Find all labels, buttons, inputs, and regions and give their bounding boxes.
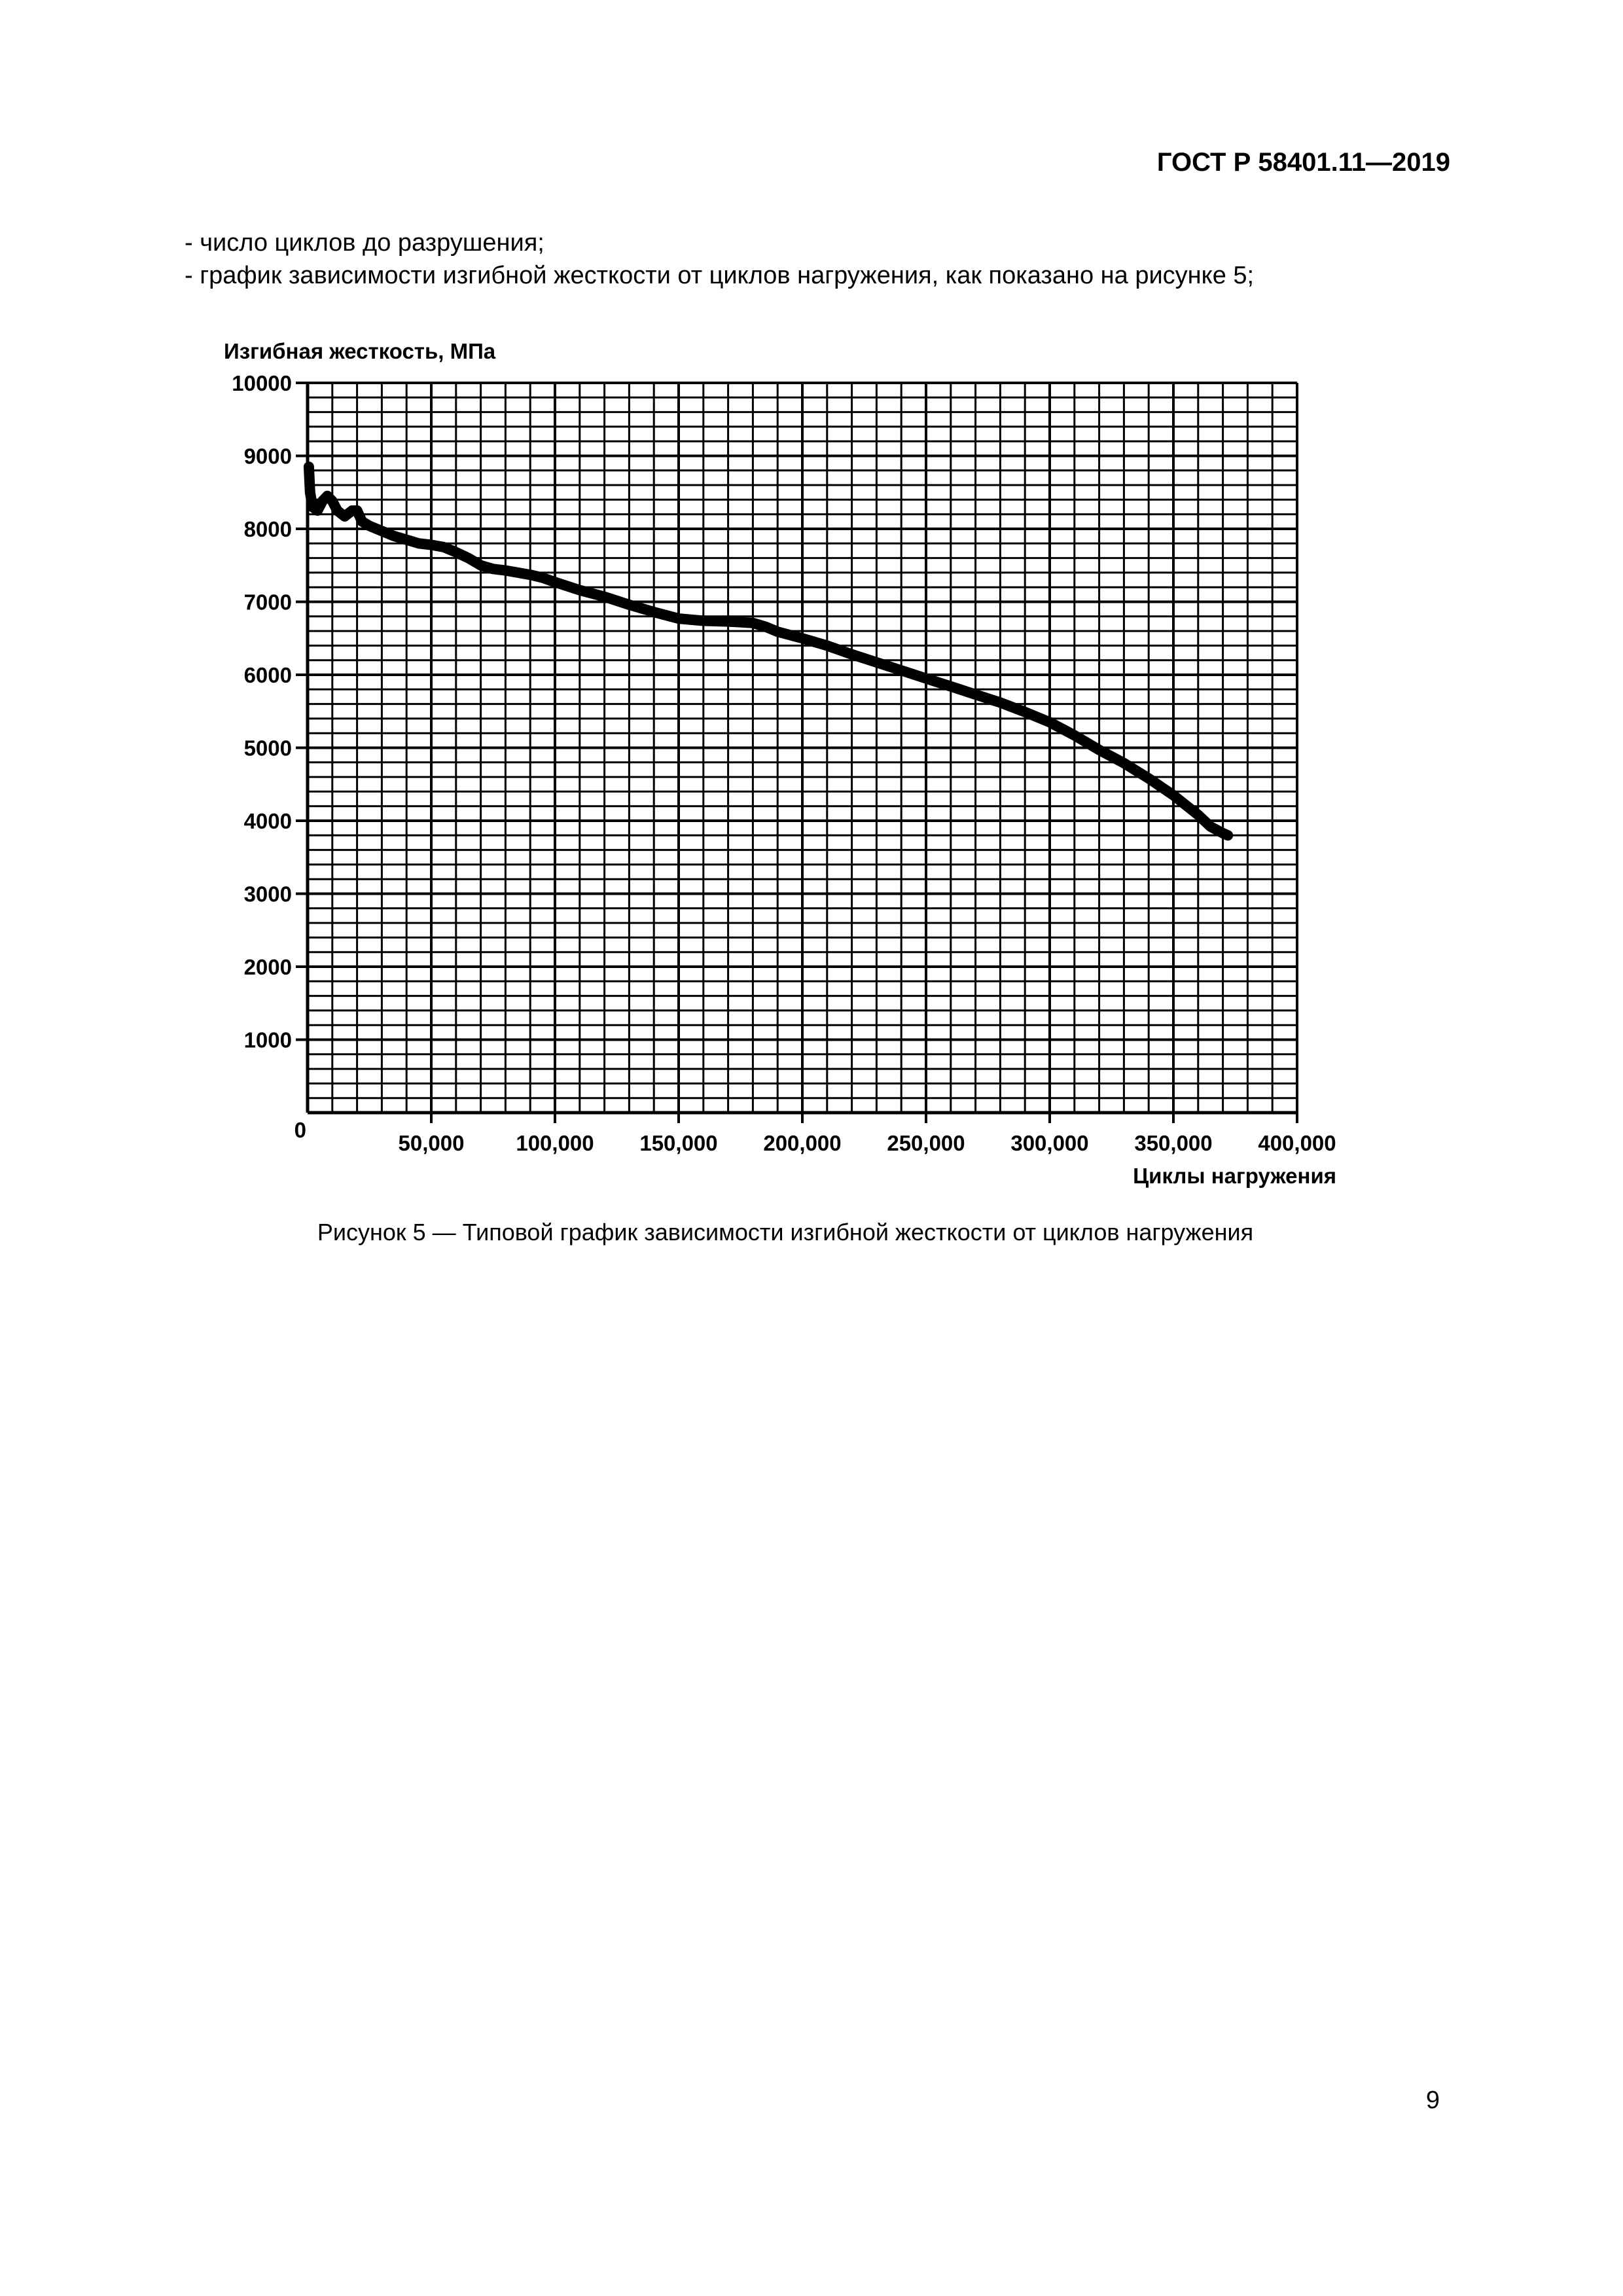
x-tick-label: 250,000 [887,1131,965,1155]
y-tick-label: 7000 [244,590,292,615]
x-axis-label: Циклы нагружения [1133,1164,1336,1188]
chart-tick-labels: 0 1000 2000 3000 4000 5000 6000 7000 8000 9000 100… [232,371,1336,1155]
x-tick-label: 400,000 [1258,1131,1336,1155]
y-tick-label: 6000 [244,663,292,687]
document-header: ГОСТ Р 58401.11—2019 [1156,148,1450,177]
body-text-line-2: - график зависимости изгибной жесткости … [185,262,1255,289]
x-tick-label: 100,000 [516,1131,594,1155]
y-tick-label: 10000 [232,371,292,395]
x-tick-label: 300,000 [1010,1131,1088,1155]
y-tick-label: 4000 [244,809,292,833]
y-tick-label: 5000 [244,736,292,761]
x-tick-label: 50,000 [399,1131,465,1155]
y-tick-label: 9000 [244,444,292,469]
y-tick-label: 1000 [244,1028,292,1052]
y-tick-label: 0 [294,1118,306,1142]
y-tick-label: 3000 [244,882,292,906]
x-tick-label: 150,000 [639,1131,717,1155]
page-number: 9 [1425,2087,1440,2114]
y-tick-label: 2000 [244,955,292,979]
x-tick-label: 350,000 [1134,1131,1212,1155]
figure-caption: Рисунок 5 — Типовой график зависимости и… [317,1219,1254,1246]
stiffness-series-line [303,461,1234,841]
body-text-line-1: - число циклов до разрушения; [185,229,544,257]
x-tick-label: 200,000 [763,1131,841,1155]
y-tick-label: 8000 [244,517,292,541]
bending-stiffness-chart: 0 1000 2000 3000 4000 5000 6000 7000 8000 9000 100… [224,339,1336,1188]
chart-axes [296,382,1298,1123]
y-axis-label: Изгибная жесткость, МПа [224,339,496,363]
chart-grid [308,383,1297,1113]
